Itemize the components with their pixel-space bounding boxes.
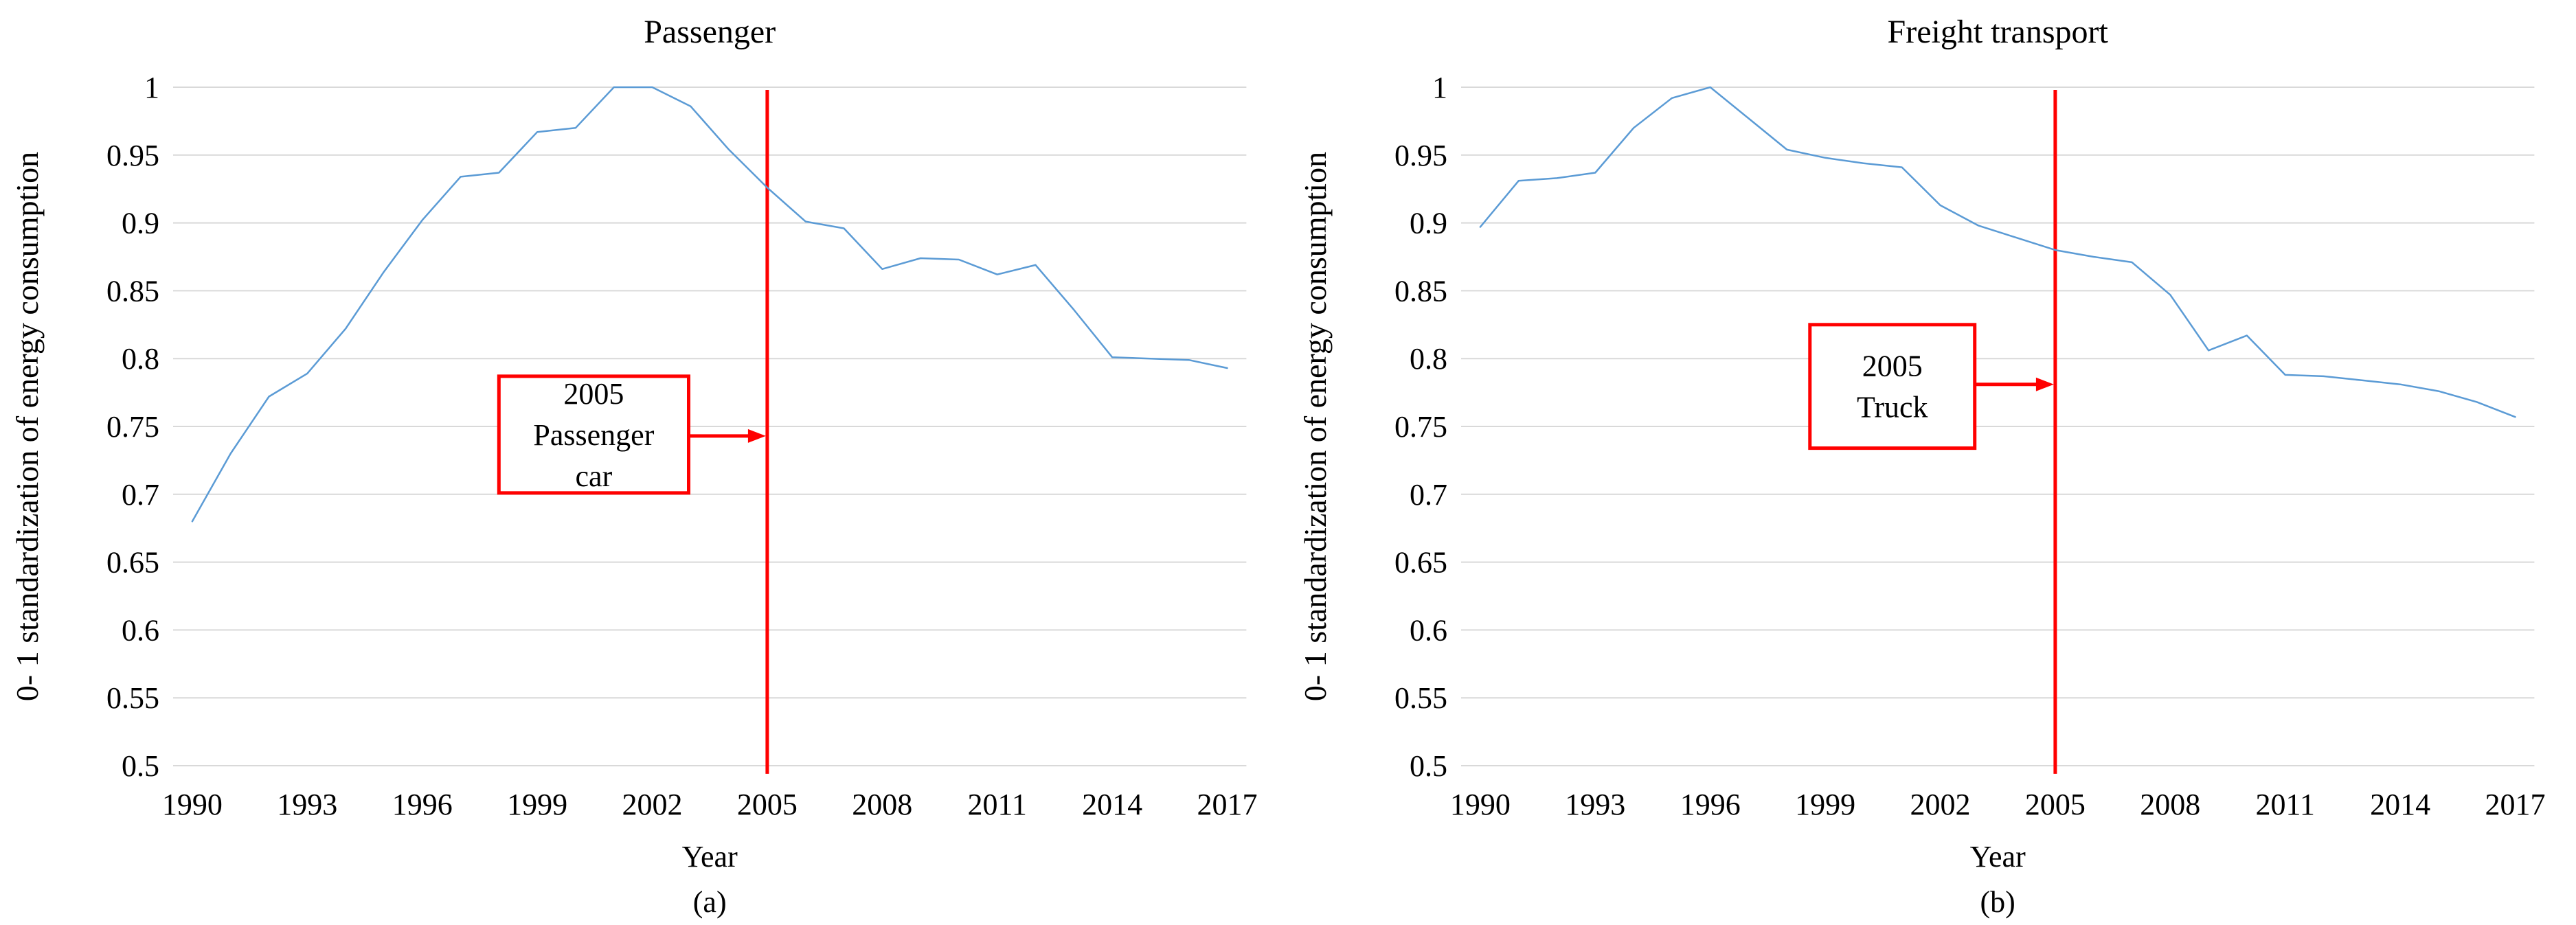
subplot-caption: (b) [1980,885,2015,919]
annotation-text-line: 2005 [563,377,624,411]
y-axis-title: 0- 1 standardization of energy consumpti… [1298,152,1333,701]
x-tick-label: 2008 [2140,788,2200,821]
series-line [191,86,1228,523]
y-tick-label: 0.85 [106,274,159,308]
x-tick-label: 1996 [392,788,453,821]
chart-canvas: 1 0.95 0.9 0.85 0.8 0.75 0.7 0.65 0.6 0.55 0.51990… [10,14,1258,919]
chart-canvas: 1 0.95 0.9 0.85 0.8 0.75 0.7 0.65 0.6 0.55 0.51990… [1298,14,2546,919]
y-tick-label: 0.9 [1410,207,1447,240]
series-line [1479,86,2516,418]
y-tick-label: 0.75 [106,410,159,444]
y-tick-label: 1 [1432,71,1447,104]
y-tick-label: 0.7 [122,478,159,512]
annotation-box [497,374,691,495]
y-tick-label: 0.5 [1410,749,1447,783]
annotation-arrowhead-icon [747,429,766,443]
annotation-text-line: Truck [1857,391,1928,424]
annotation-text-line: car [576,459,613,493]
y-tick-label: 0.8 [1410,342,1447,376]
annotation-box [1808,323,1977,450]
subplot-caption: (a) [693,885,727,919]
passenger-chart: 1 0.95 0.9 0.85 0.8 0.75 0.7 0.65 0.6 0.55 0.5 1990… [0,0,1288,922]
y-tick-label: 0.6 [1410,613,1447,647]
x-tick-label: 2011 [968,788,1027,821]
x-tick-label: 1999 [507,788,567,821]
x-tick-label: 1993 [277,788,337,821]
x-tick-label: 1996 [1680,788,1741,821]
y-tick-label: 0.65 [106,546,159,580]
y-tick-label: 0.6 [122,613,159,647]
y-tick-label: 0.85 [1394,274,1447,308]
x-tick-label: 2002 [622,788,683,821]
y-tick-label: 0.95 [1394,139,1447,172]
y-tick-label: 0.5 [122,749,159,783]
x-tick-label: 2011 [2256,788,2315,821]
x-tick-label: 1993 [1565,788,1625,821]
y-tick-label: 1 [144,71,159,104]
x-tick-label: 1990 [1450,788,1511,821]
chart-title: Passenger [644,14,776,50]
annotation-text-line: Passenger [533,418,654,452]
x-tick-label: 2002 [1910,788,1971,821]
x-tick-label: 2008 [852,788,912,821]
y-tick-label: 0.8 [122,342,159,376]
x-tick-label: 2005 [2025,788,2086,821]
x-tick-label: 2005 [737,788,798,821]
annotation-arrowhead-icon [2035,377,2054,391]
x-tick-label: 2017 [2485,788,2546,821]
y-tick-label: 0.65 [1394,546,1447,580]
y-tick-label: 0.95 [106,139,159,172]
x-tick-label: 1999 [1795,788,1855,821]
x-tick-label: 2017 [1197,788,1258,821]
y-tick-label: 0.75 [1394,410,1447,444]
x-axis-title: Year [682,840,738,873]
chart-title: Freight transport [1888,14,2109,50]
y-tick-label: 0.55 [106,681,159,715]
x-tick-label: 2014 [2370,788,2430,821]
y-axis-title: 0- 1 standardization of energy consumpti… [10,152,45,701]
y-tick-label: 0.9 [122,207,159,240]
x-axis-title: Year [1970,840,2026,873]
y-tick-label: 0.7 [1410,478,1447,512]
x-tick-label: 2014 [1082,788,1142,821]
freight-transport-chart: 1 0.95 0.9 0.85 0.8 0.75 0.7 0.65 0.6 0.55 0.5 1990… [1288,0,2576,922]
y-tick-label: 0.55 [1394,681,1447,715]
x-tick-label: 1990 [162,788,223,821]
annotation-text-line: 2005 [1862,350,1923,383]
